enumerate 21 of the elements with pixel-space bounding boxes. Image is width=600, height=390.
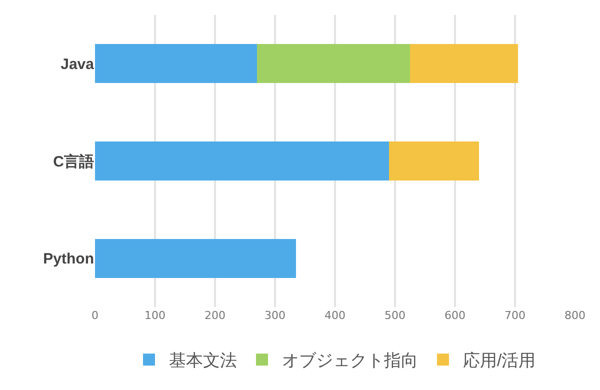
y-tick-label: C言語 bbox=[53, 152, 94, 170]
x-tick-label: 500 bbox=[384, 309, 406, 322]
x-tick-label: 100 bbox=[144, 309, 166, 322]
x-tick-label: 800 bbox=[564, 309, 586, 322]
legend-label: オブジェクト指向 bbox=[282, 351, 418, 370]
bar bbox=[95, 142, 389, 180]
bar bbox=[410, 44, 518, 84]
bar bbox=[389, 142, 479, 180]
x-tick-label: 600 bbox=[444, 309, 466, 322]
x-tick-label: 200 bbox=[204, 309, 226, 322]
x-tick-label: 300 bbox=[264, 309, 286, 322]
bar bbox=[257, 44, 410, 84]
legend-label: 応用/活用 bbox=[463, 351, 536, 370]
y-tick-label: Python bbox=[43, 250, 94, 268]
x-tick-label: 700 bbox=[504, 309, 526, 322]
y-tick-label: Java bbox=[60, 56, 95, 73]
x-tick-label: 400 bbox=[324, 309, 346, 322]
x-tick-label: 0 bbox=[92, 309, 98, 322]
bar bbox=[95, 238, 296, 278]
legend-label: 基本文法 bbox=[169, 351, 237, 370]
bar bbox=[95, 44, 257, 84]
